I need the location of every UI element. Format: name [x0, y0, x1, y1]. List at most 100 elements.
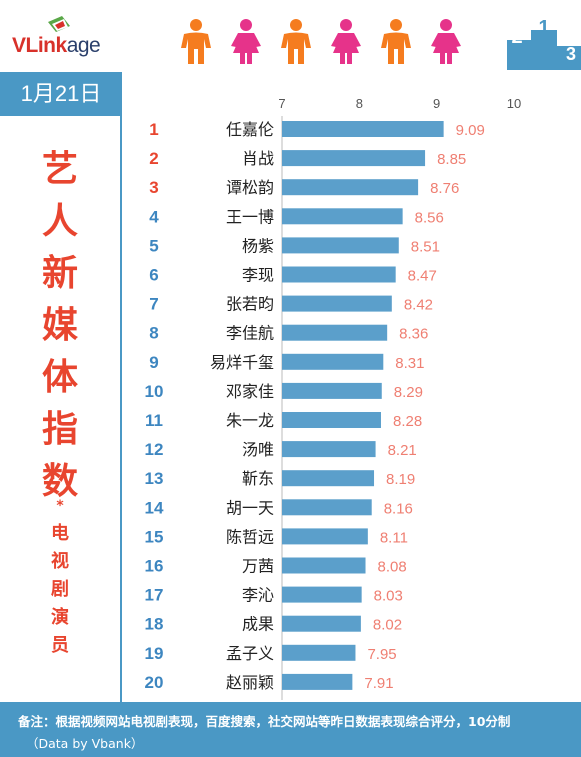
rank-label: 20: [145, 673, 164, 692]
bar: [282, 382, 382, 399]
value-label: 8.08: [378, 559, 407, 576]
female-icon: [431, 19, 461, 64]
vlinkage-logo: VLinkage: [12, 14, 122, 64]
bar: [282, 644, 356, 661]
category-label: 易烊千玺: [210, 353, 274, 372]
people-row: [178, 18, 468, 64]
bar: [282, 412, 381, 428]
rank-label: 18: [145, 615, 164, 634]
bar: [282, 615, 361, 632]
value-label: 8.56: [415, 209, 444, 226]
value-label: 8.36: [399, 326, 428, 343]
subtitle-char: 电: [51, 523, 69, 544]
rank-label: 1: [149, 120, 158, 139]
chart-title: 艺 人 新 媒 体 指 数: [0, 144, 120, 508]
logo-mark-icon: [48, 16, 70, 32]
bar: [282, 586, 362, 603]
rank-label: 19: [145, 644, 164, 663]
bar: [282, 470, 375, 487]
bar: [282, 179, 419, 196]
subtitle-char: 员: [51, 635, 69, 656]
podium-label-2: 2: [511, 26, 522, 48]
bar: [282, 557, 366, 574]
bar: [282, 673, 353, 690]
title-char: 新: [41, 253, 78, 294]
category-label: 任嘉伦: [226, 120, 274, 139]
podium-label-1: 1: [538, 18, 549, 39]
value-label: 7.95: [367, 646, 396, 663]
rank-label: 8: [149, 324, 158, 343]
rank-label: 13: [145, 469, 164, 488]
x-tick-label: 9: [433, 96, 440, 111]
bar-chart: 7 8 9 10 1 任嘉伦 9.09 2 肖战 8.85 3 谭松韵 8.76 4 王一博 8.56 5 杨紫 8…: [145, 96, 521, 700]
category-label: 陈哲远: [226, 527, 274, 546]
bar: [282, 150, 426, 167]
value-label: 8.85: [437, 151, 466, 168]
male-icon: [281, 19, 311, 64]
bar: [282, 295, 392, 312]
title-char: 指: [41, 409, 78, 450]
chart-subtitle: 电 视 剧 演 员: [0, 520, 120, 660]
rank-label: 3: [149, 178, 158, 197]
title-char: 数: [41, 461, 78, 502]
category-label: 胡一天: [226, 498, 274, 517]
value-label: 8.31: [395, 355, 424, 372]
podium-icon: 2 1 3: [507, 18, 581, 70]
bar: [282, 528, 368, 545]
category-label: 杨紫: [242, 236, 274, 255]
bar: [282, 121, 444, 137]
category-label: 朱一龙: [226, 411, 274, 430]
value-label: 9.09: [456, 122, 485, 139]
value-label: 8.16: [384, 500, 413, 517]
category-label: 谭松韵: [226, 178, 274, 197]
date-label: 1月21日: [20, 81, 102, 106]
male-icon: [381, 19, 411, 64]
date-badge: 1月21日: [0, 72, 122, 116]
subtitle-char: 视: [51, 551, 69, 572]
value-label: 7.91: [364, 675, 393, 692]
x-tick-label: 8: [356, 96, 363, 111]
rank-label: 11: [145, 411, 163, 430]
male-icon: [181, 19, 211, 64]
logo-text: VLinkage: [12, 34, 101, 58]
bar: [282, 266, 396, 283]
category-label: 肖战: [242, 149, 274, 168]
rank-label: 16: [145, 557, 164, 576]
bar: [282, 499, 372, 516]
rank-label: 9: [149, 353, 158, 372]
title-char: 媒: [41, 305, 78, 346]
left-panel: 艺 人 新 媒 体 指 数 * 电 视 剧 演 员: [0, 116, 122, 702]
title-char: 人: [41, 201, 78, 242]
category-label: 万茜: [242, 557, 274, 576]
header: VLinkage 2 1 3: [0, 0, 581, 72]
rank-label: 10: [145, 382, 164, 401]
footnote-source: （Data by Vbank）: [26, 736, 144, 751]
footer: 备注：根据视频网站电视剧表现，百度搜索，社交网站等昨日数据表现综合评分，10分制…: [0, 702, 581, 757]
value-label: 8.03: [374, 588, 403, 605]
category-label: 王一博: [226, 207, 274, 226]
bar: [282, 324, 388, 341]
bar: [282, 353, 384, 370]
rank-label: 14: [145, 498, 164, 517]
value-label: 8.02: [373, 617, 402, 634]
female-icon: [331, 19, 361, 64]
subtitle-char: 演: [51, 607, 69, 628]
category-label: 李现: [242, 266, 274, 285]
value-label: 8.47: [408, 268, 437, 285]
category-label: 赵丽颖: [226, 673, 274, 692]
category-label: 靳东: [242, 469, 274, 488]
bar: [282, 441, 376, 458]
footnote-text: 备注：根据视频网站电视剧表现，百度搜索，社交网站等昨日数据表现综合评分，10分制: [18, 714, 511, 729]
value-label: 8.29: [394, 384, 423, 401]
category-label: 张若昀: [226, 295, 274, 314]
category-label: 邓家佳: [226, 382, 274, 401]
value-label: 8.42: [404, 297, 433, 314]
logo-thin: age: [66, 34, 101, 57]
value-label: 8.11: [380, 529, 408, 546]
x-tick-label: 10: [507, 96, 521, 111]
rank-label: 2: [149, 149, 158, 168]
value-label: 8.21: [388, 442, 417, 459]
title-asterisk: *: [56, 498, 64, 514]
rank-label: 12: [145, 440, 164, 459]
podium-label-3: 3: [566, 44, 576, 64]
